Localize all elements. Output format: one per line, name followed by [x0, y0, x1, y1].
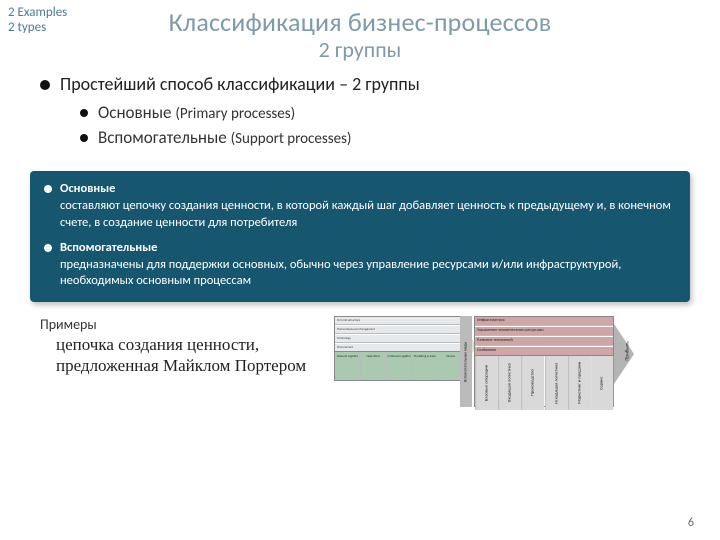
vc2-primary: Базовые операции Входящая логистика Прои…: [474, 356, 614, 407]
title-block: Классификация бизнес-процессов 2 группы: [0, 0, 720, 63]
examples-row: Примеры цепочка создания ценности, предл…: [40, 316, 690, 407]
vc2-primary-cell: Входящая логистика: [498, 356, 521, 410]
bullet-l1: Простейший способ классификации – 2 груп…: [40, 73, 680, 149]
definition-support-body: предназначены для поддержки основных, об…: [60, 257, 676, 291]
definition-primary: Основные составляют цепочку создания цен…: [44, 181, 676, 232]
vc2-side-label: Вспомогательные виды: [460, 316, 472, 407]
vc2-support: Инфраструктура Управление человеческими …: [474, 316, 614, 356]
vc2-support-row: Инфраструктура: [475, 317, 613, 326]
bullet-l1-text: Простейший способ классификации – 2 груп…: [60, 73, 420, 95]
vc1-support: Firm Infrastructure Human Resource Manag…: [334, 316, 464, 352]
bullet-list-level2: Основные (Primary processes) Вспомогател…: [80, 102, 680, 150]
vc2-margin-arrow: [614, 324, 634, 384]
vc2-primary-cell: Производство: [521, 356, 544, 410]
corner-note-line1: 2 Examples: [8, 6, 67, 21]
examples-text: Примеры цепочка создания ценности, предл…: [40, 316, 316, 376]
examples-description: цепочка создания ценности, предложенная …: [56, 335, 316, 376]
bullet-l2b-main: Вспомогательные: [98, 127, 227, 148]
vc2-primary-cell: Сервис: [591, 356, 613, 410]
page-title: Классификация бизнес-процессов: [0, 6, 720, 38]
definitions-box: Основные составляют цепочку создания цен…: [30, 171, 690, 302]
vc1-primary-cell: Operations: [361, 352, 387, 380]
bullet-l2a-main: Основные: [98, 102, 172, 123]
bullet-l2-support: Вспомогательные (Support processes): [80, 127, 680, 149]
body: Простейший способ классификации – 2 груп…: [0, 63, 720, 149]
page-subtitle: 2 группы: [0, 36, 720, 63]
vc1-primary-cell: Marketing & Sales: [412, 352, 438, 380]
vc1-support-row: Technology: [335, 335, 463, 343]
page-number: 6: [688, 516, 694, 530]
vc1-support-row: Human Resource Management: [335, 326, 463, 334]
corner-note: 2 Examples 2 types: [8, 6, 67, 36]
vc1-primary-cell: Inbound Logistics: [335, 352, 361, 380]
corner-note-line2: 2 types: [8, 21, 67, 36]
diagrams: Firm Infrastructure Human Resource Manag…: [334, 316, 614, 407]
vc2-support-row: Развитие технологий: [475, 337, 613, 346]
vc2-support-row: Управление человеческими ресурсами: [475, 327, 613, 336]
examples-label: Примеры: [40, 316, 316, 333]
definition-primary-body: составляют цепочку создания ценности, в …: [60, 198, 676, 232]
bullet-l2-primary: Основные (Primary processes): [80, 102, 680, 124]
definition-primary-head: Основные: [60, 181, 676, 198]
bullet-l2b-paren: (Support processes): [231, 130, 352, 148]
vc2-primary-cell: Исходящая логистика: [545, 356, 568, 410]
vc2-primary-cell: Маркетинг и продажи: [568, 356, 591, 410]
bullet-list-level1: Простейший способ классификации – 2 груп…: [40, 73, 680, 149]
definition-support: Вспомогательные предназначены для поддер…: [44, 240, 676, 291]
vc2-primary-cell: Базовые операции: [475, 356, 498, 410]
vc1-support-row: Firm Infrastructure: [335, 317, 463, 325]
value-chain-diagram-1: Firm Infrastructure Human Resource Manag…: [334, 316, 464, 407]
value-chain-diagram-2: Вспомогательные виды Инфраструктура Упра…: [474, 316, 614, 407]
vc1-primary: Inbound Logistics Operations Outbound Lo…: [334, 352, 464, 381]
vc1-support-row: Procurement: [335, 344, 463, 351]
definition-support-head: Вспомогательные: [60, 240, 676, 257]
vc1-primary-cell: Outbound Logistics: [387, 352, 413, 380]
vc2-support-row: Снабжение: [475, 347, 613, 355]
bullet-l2a-paren: (Primary processes): [175, 105, 295, 123]
